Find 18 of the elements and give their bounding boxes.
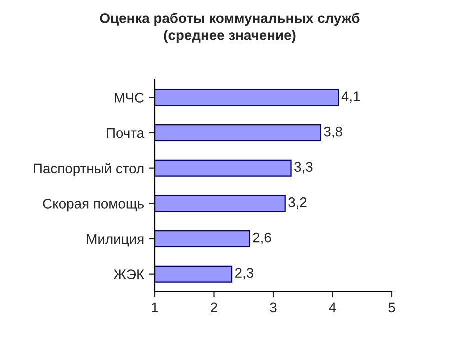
y-tick-label: Скорая помощь (43, 199, 144, 212)
y-tick-label: Милиция (87, 234, 144, 247)
data-label: 2,3 (236, 268, 254, 280)
data-label: 4,1 (342, 92, 360, 104)
y-tick-label: ЖЭК (114, 270, 145, 280)
data-label: 2,6 (253, 232, 272, 244)
y-tick-label: Почта (107, 128, 145, 138)
x-tick-label: 1 (152, 302, 158, 312)
y-tick-label: Паспортный стол (34, 163, 144, 176)
data-label: 3,8 (324, 126, 342, 138)
x-tick-label: 4 (329, 302, 336, 312)
x-tick-label: 3 (270, 302, 277, 313)
y-tick-label: МЧС (115, 93, 144, 103)
x-tick-label: 5 (388, 302, 396, 313)
x-tick-label: 2 (211, 302, 218, 312)
data-label: 3,2 (288, 198, 307, 210)
data-label: 3,3 (294, 162, 313, 174)
chart-title: Оценка работы коммунальных служб (среднее значение) (100, 12, 360, 44)
